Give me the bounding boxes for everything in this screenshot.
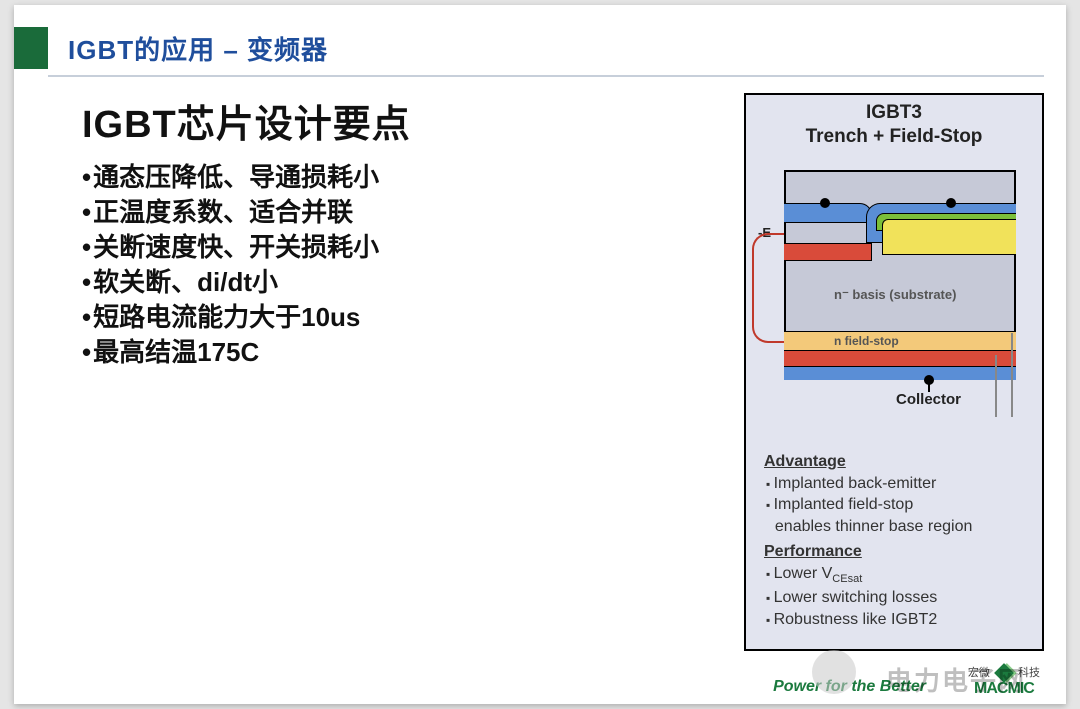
performance-heading: Performance bbox=[764, 541, 1030, 563]
n-basis-layer: n⁻ basis (substrate) bbox=[784, 263, 1016, 323]
igbt-diagram: IGBT3 Trench + Field-Stop Emitter Gate -… bbox=[744, 93, 1044, 651]
collector-label: Collector bbox=[896, 391, 961, 408]
diagram-title: IGBT3 Trench + Field-Stop bbox=[746, 95, 1042, 149]
advantage-item: Implanted back-emitter bbox=[766, 473, 1030, 495]
slide: IGBT的应用 – 变频器 IGBT芯片设计要点 通态压降低、导通损耗小 正温度… bbox=[14, 5, 1066, 704]
content-title: IGBT芯片设计要点 bbox=[82, 93, 642, 148]
performance-item: Lower switching losses bbox=[766, 587, 1030, 609]
bullet-item: 正温度系数、适合并联 bbox=[82, 195, 642, 230]
gate-pin bbox=[946, 198, 956, 208]
advantage-item-text: enables thinner base region bbox=[775, 518, 972, 535]
watermark-text: 电力电子网 bbox=[886, 661, 1026, 698]
slide-header: IGBT的应用 – 变频器 bbox=[14, 27, 328, 69]
advantage-heading: Advantage bbox=[764, 451, 1030, 473]
n-fieldstop-layer: n field-stop bbox=[784, 331, 1016, 351]
callout-line-fieldstop bbox=[1011, 333, 1013, 417]
header-divider bbox=[48, 75, 1044, 77]
bullet-item: 通态压降低、导通损耗小 bbox=[82, 160, 642, 195]
emitter-pin bbox=[820, 198, 830, 208]
bullet-item: 最高结温175C bbox=[82, 335, 642, 370]
slide-title: IGBT的应用 – 变频器 bbox=[68, 30, 328, 67]
header-accent-bar bbox=[14, 27, 48, 69]
trench-layer bbox=[882, 219, 1016, 255]
performance-item: Lower VCEsat bbox=[766, 563, 1030, 587]
collector-metal-layer bbox=[784, 367, 1016, 380]
bullet-item: 软关断、di/dt小 bbox=[82, 265, 642, 300]
performance-item-text: Lower V bbox=[774, 565, 833, 582]
watermark-avatar bbox=[812, 650, 856, 694]
back-emitter-layer bbox=[784, 351, 1016, 367]
emitter-p-layer bbox=[784, 243, 872, 261]
advantage-item-text: Implanted field-stop bbox=[774, 496, 914, 513]
performance-item-subscript: CEsat bbox=[832, 573, 862, 585]
bullet-item: 短路电流能力大于10us bbox=[82, 300, 642, 335]
performance-item: Robustness like IGBT2 bbox=[766, 609, 1030, 631]
diagram-title-line1: IGBT3 bbox=[866, 102, 922, 123]
electron-path bbox=[752, 233, 786, 343]
collector-lead bbox=[928, 378, 930, 392]
diagram-title-line2: Trench + Field-Stop bbox=[806, 126, 983, 147]
diagram-notes: Advantage Implanted back-emitter Implant… bbox=[764, 447, 1030, 630]
bullet-list: 通态压降低、导通损耗小 正温度系数、适合并联 关断速度快、开关损耗小 软关断、d… bbox=[82, 160, 642, 371]
content-area: IGBT芯片设计要点 通态压降低、导通损耗小 正温度系数、适合并联 关断速度快、… bbox=[82, 93, 642, 371]
callout-line-backemitter bbox=[995, 355, 997, 417]
bullet-item: 关断速度快、开关损耗小 bbox=[82, 230, 642, 265]
advantage-item: Implanted field-stop enables thinner bas… bbox=[766, 494, 1030, 537]
